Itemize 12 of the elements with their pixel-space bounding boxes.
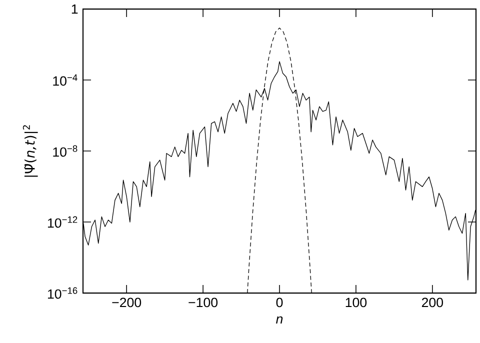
x-tick-label: 0	[276, 298, 283, 308]
y-tick-label: 1	[72, 4, 78, 14]
x-tick-label: 200	[422, 298, 444, 308]
x-tick-label: 100	[346, 298, 367, 308]
y-tick-label: 10$^{−12}$	[48, 216, 78, 228]
y-axis-title: |Ψ̃(n,t)|$^{2}$	[22, 125, 38, 177]
x-axis-title: n	[276, 316, 283, 324]
y-tick-label: 10$^{−8}$	[53, 145, 78, 157]
y-tick-label: 10$^{−16}$	[48, 287, 78, 299]
x-tick-label: −100	[188, 298, 218, 308]
x-tick-label: −200	[112, 298, 142, 308]
y-tick-label: 10$^{−4}$	[53, 74, 78, 86]
